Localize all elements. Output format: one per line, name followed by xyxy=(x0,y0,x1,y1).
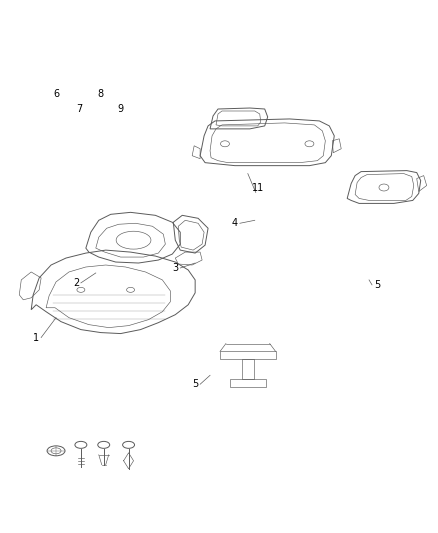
Text: 2: 2 xyxy=(73,278,79,288)
Text: 6: 6 xyxy=(53,89,59,99)
Text: 9: 9 xyxy=(117,104,124,114)
Text: 5: 5 xyxy=(192,379,198,389)
Text: 3: 3 xyxy=(172,263,178,273)
Text: 11: 11 xyxy=(251,183,264,193)
Text: 4: 4 xyxy=(232,219,238,228)
Text: 1: 1 xyxy=(33,333,39,343)
Text: 8: 8 xyxy=(98,89,104,99)
Text: 7: 7 xyxy=(76,104,82,114)
Text: 5: 5 xyxy=(374,280,380,290)
